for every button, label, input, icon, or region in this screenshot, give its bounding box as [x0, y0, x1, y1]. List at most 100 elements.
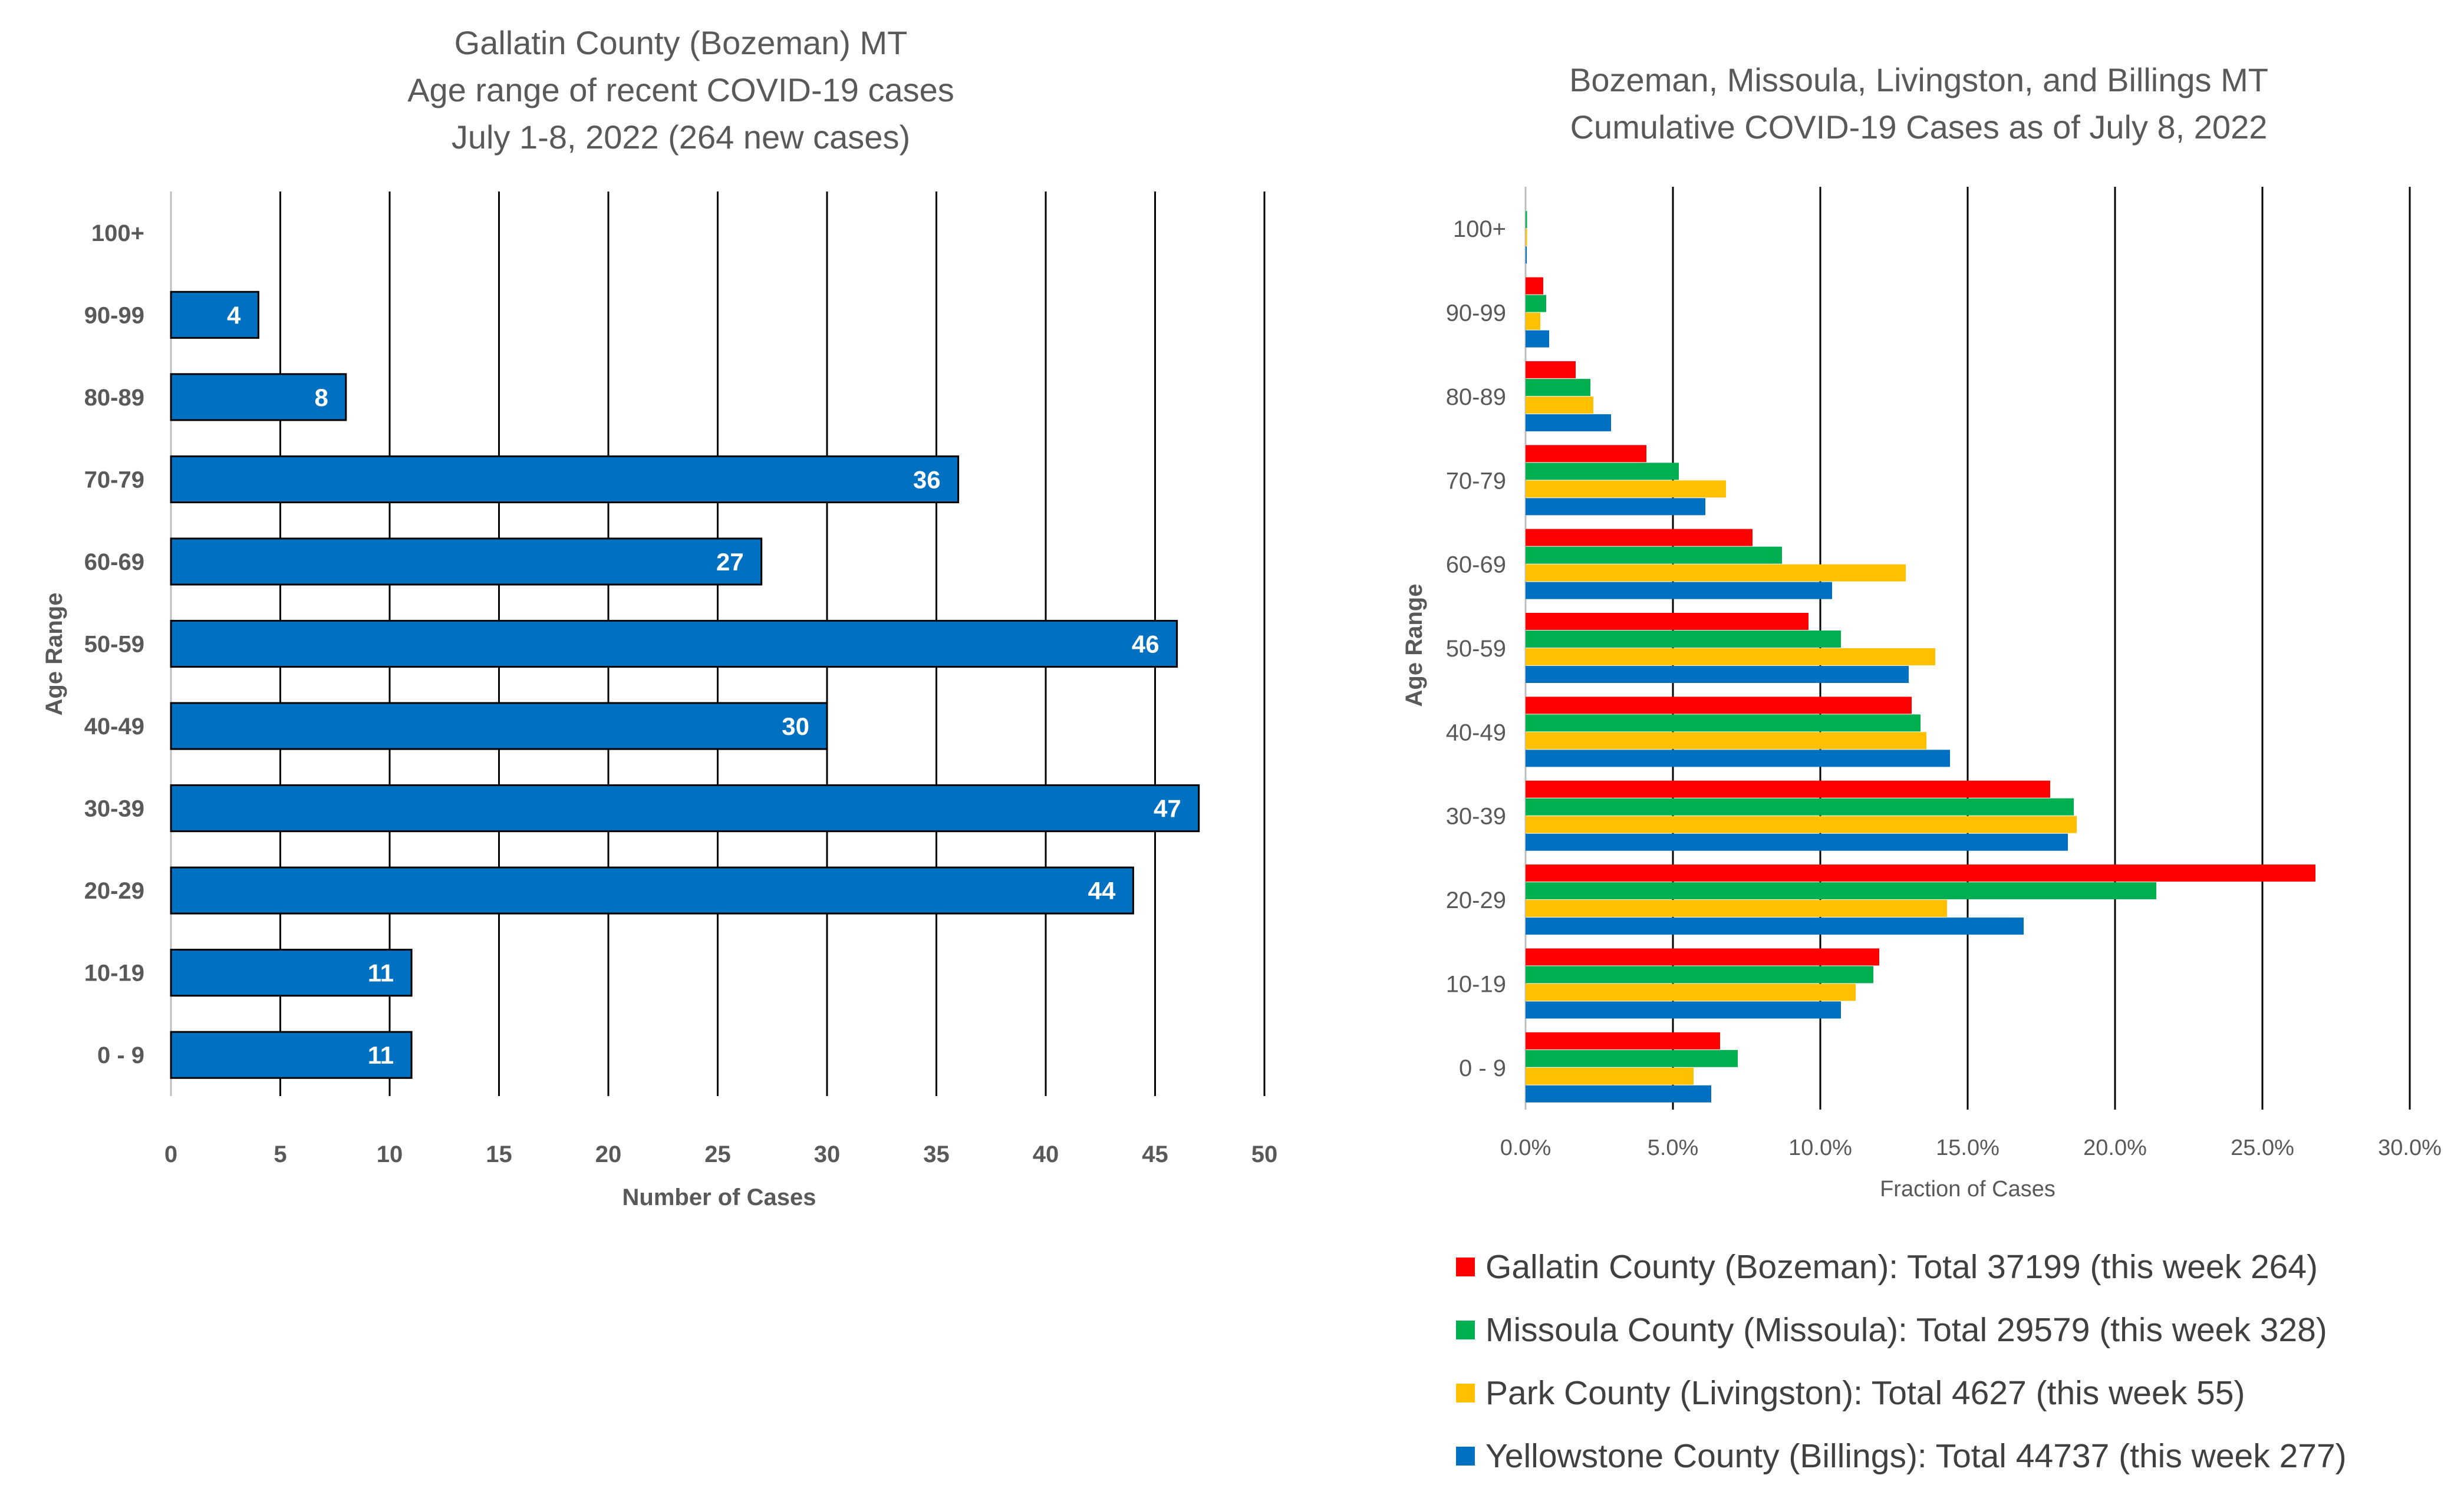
right-chart: Bozeman, Missoula, Livingston, and Billi… — [1401, 61, 2442, 1202]
legend-item-series-3: Park County (Livingston): Total 4627 (th… — [1456, 1372, 2245, 1414]
right-y-tick-label-30-39: 30-39 — [1446, 804, 1506, 830]
right-bar-50-59-series-4 — [1526, 666, 1909, 683]
left-chart-title-line-1: Gallatin County (Bozeman) MT — [454, 24, 908, 61]
left-y-tick-label-30-39: 30-39 — [84, 796, 144, 822]
right-bar-100-series-4 — [1526, 246, 1527, 264]
right-bar-60-69-series-3 — [1526, 564, 1906, 582]
right-y-tick-label-10-19: 10-19 — [1446, 971, 1506, 997]
right-x-tick-label-15-0: 15.0% — [1936, 1136, 1999, 1160]
left-bar-value-label-0-9: 11 — [368, 1041, 394, 1069]
right-bar-90-99-series-2 — [1526, 295, 1546, 312]
left-x-axis-title: Number of Cases — [622, 1184, 816, 1210]
right-bar-100-series-3 — [1526, 229, 1527, 246]
right-bar-80-89-series-1 — [1526, 361, 1576, 378]
right-bar-0-9-series-4 — [1526, 1085, 1711, 1103]
right-bar-40-49-series-2 — [1526, 714, 1921, 732]
right-bar-50-59-series-2 — [1526, 631, 1841, 648]
right-bar-10-19-series-3 — [1526, 984, 1856, 1001]
right-y-tick-label-40-49: 40-49 — [1446, 720, 1506, 745]
left-bar-value-label-90-99: 4 — [227, 301, 241, 329]
left-bar-value-label-30-39: 47 — [1154, 795, 1181, 823]
right-bar-80-89-series-4 — [1526, 414, 1611, 431]
left-x-tick-label-50: 50 — [1251, 1141, 1278, 1167]
right-bar-70-79-series-2 — [1526, 463, 1679, 480]
left-bar-20-29 — [170, 866, 1134, 915]
right-bar-40-49-series-4 — [1526, 750, 1950, 767]
left-y-tick-label-90-99: 90-99 — [84, 302, 144, 328]
legend-label: Missoula County (Missoula): Total 29579 … — [1485, 1311, 2327, 1349]
right-x-tick-label-0-0: 0.0% — [1500, 1136, 1551, 1160]
right-bar-0-9-series-2 — [1526, 1050, 1738, 1067]
legend-swatch — [1456, 1447, 1475, 1466]
right-bar-40-49-series-1 — [1526, 697, 1912, 714]
left-y-tick-label-40-49: 40-49 — [84, 714, 144, 740]
left-bar-90-99 — [170, 291, 259, 339]
left-bar-value-label-50-59: 46 — [1132, 631, 1159, 658]
left-bar-10-19 — [170, 949, 413, 997]
right-bar-20-29-series-3 — [1526, 900, 1947, 918]
right-bar-30-39-series-4 — [1526, 833, 2068, 851]
right-bar-10-19-series-1 — [1526, 948, 1879, 966]
left-bar-value-label-10-19: 11 — [368, 959, 394, 987]
right-chart-title-line-2: Cumulative COVID-19 Cases as of July 8, … — [1570, 108, 2268, 146]
right-bar-60-69-series-1 — [1526, 529, 1753, 546]
right-x-tick-label-10-0: 10.0% — [1788, 1136, 1852, 1160]
right-bar-80-89-series-3 — [1526, 396, 1593, 414]
left-y-tick-label-70-79: 70-79 — [84, 467, 144, 493]
left-bar-0-9 — [170, 1031, 413, 1079]
legend-swatch — [1456, 1384, 1475, 1402]
left-x-tick-label-15: 15 — [486, 1141, 512, 1167]
right-bar-40-49-series-3 — [1526, 732, 1926, 750]
right-y-axis-title: Age Range — [1401, 584, 1427, 707]
right-bar-10-19-series-4 — [1526, 1001, 1841, 1019]
left-x-tick-label-25: 25 — [704, 1141, 731, 1167]
left-x-tick-label-0: 0 — [164, 1141, 177, 1167]
right-bar-20-29-series-2 — [1526, 882, 2156, 900]
right-y-tick-label-60-69: 60-69 — [1446, 552, 1506, 578]
left-chart-title-line-2: Age range of recent COVID-19 cases — [407, 71, 954, 108]
left-y-tick-label-20-29: 20-29 — [84, 878, 144, 904]
right-bar-70-79-series-3 — [1526, 480, 1726, 498]
right-x-tick-label-5-0: 5.0% — [1648, 1136, 1699, 1160]
right-bar-90-99-series-3 — [1526, 312, 1540, 330]
left-bar-value-label-70-79: 36 — [913, 466, 941, 493]
right-bar-70-79-series-4 — [1526, 498, 1705, 516]
left-bar-30-39 — [170, 784, 1200, 833]
right-bar-0-9-series-3 — [1526, 1067, 1694, 1085]
left-bar-40-49 — [170, 702, 828, 750]
legend-item-series-2: Missoula County (Missoula): Total 29579 … — [1456, 1309, 2327, 1351]
left-y-tick-label-60-69: 60-69 — [84, 549, 144, 575]
left-y-tick-label-80-89: 80-89 — [84, 385, 144, 411]
right-x-tick-label-25-0: 25.0% — [2231, 1136, 2294, 1160]
left-x-tick-label-35: 35 — [923, 1141, 950, 1167]
left-y-tick-label-0-9: 0 - 9 — [97, 1042, 144, 1068]
right-bar-70-79-series-1 — [1526, 445, 1646, 463]
left-bar-50-59 — [170, 619, 1178, 668]
right-bar-60-69-series-2 — [1526, 546, 1782, 564]
legend-swatch — [1456, 1258, 1475, 1276]
right-bar-60-69-series-4 — [1526, 582, 1832, 599]
left-x-tick-label-30: 30 — [814, 1141, 841, 1167]
right-x-axis-title: Fraction of Cases — [1880, 1177, 2055, 1202]
left-bar-80-89 — [170, 373, 347, 421]
left-chart-title-line-3: July 1-8, 2022 (264 new cases) — [452, 118, 910, 156]
legend-label: Yellowstone County (Billings): Total 447… — [1485, 1437, 2347, 1475]
right-bar-50-59-series-3 — [1526, 648, 1935, 665]
right-y-tick-label-100: 100+ — [1453, 216, 1506, 242]
left-bar-60-69 — [170, 537, 763, 586]
right-y-tick-label-50-59: 50-59 — [1446, 636, 1506, 662]
left-bar-value-label-40-49: 30 — [782, 712, 809, 740]
right-bar-20-29-series-1 — [1526, 864, 2315, 882]
right-bar-10-19-series-2 — [1526, 966, 1873, 984]
right-bar-80-89-series-2 — [1526, 378, 1590, 396]
right-bar-50-59-series-1 — [1526, 613, 1809, 630]
right-y-tick-label-0-9: 0 - 9 — [1459, 1055, 1506, 1081]
left-x-tick-label-40: 40 — [1033, 1141, 1059, 1167]
left-y-axis-title: Age Range — [41, 593, 67, 716]
left-x-tick-label-45: 45 — [1142, 1141, 1168, 1167]
left-y-tick-label-10-19: 10-19 — [84, 961, 144, 986]
legend-swatch — [1456, 1321, 1475, 1339]
right-y-tick-label-20-29: 20-29 — [1446, 887, 1506, 913]
right-y-tick-label-70-79: 70-79 — [1446, 468, 1506, 494]
left-y-tick-label-50-59: 50-59 — [84, 632, 144, 658]
